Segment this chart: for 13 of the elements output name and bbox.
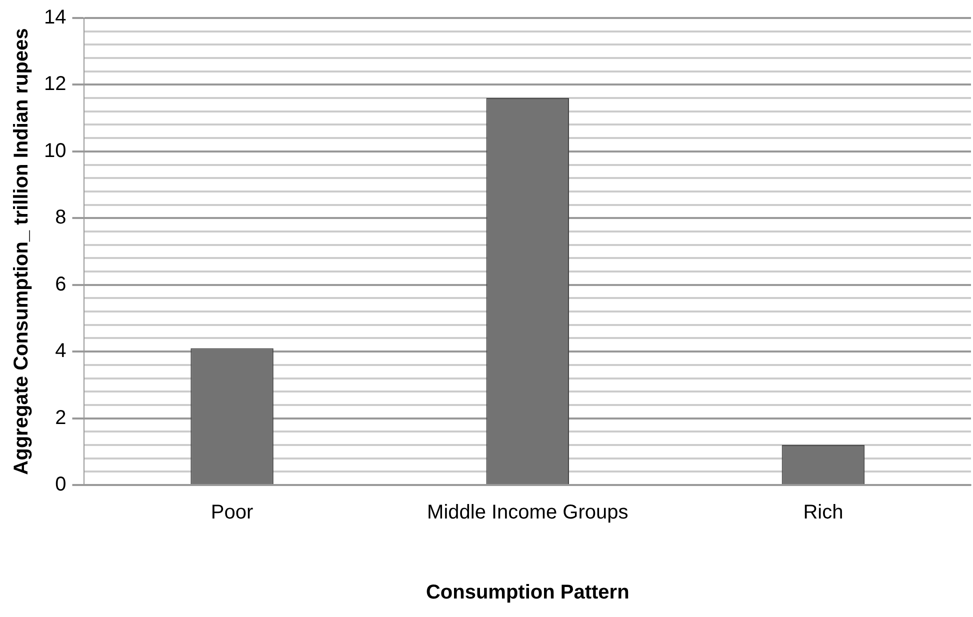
y-tick-label: 14 <box>44 6 66 29</box>
x-axis-title: Consumption Pattern <box>426 582 630 604</box>
y-tick-label: 6 <box>55 273 66 296</box>
x-tick-label: Middle Income Groups <box>427 502 628 524</box>
y-tick-label: 0 <box>55 474 66 496</box>
y-tick-label: 8 <box>55 206 66 229</box>
y-axis-title: Aggregate Consumption_ trillion Indian rupees <box>10 28 33 475</box>
y-tick-label: 10 <box>44 140 66 162</box>
y-tick-label: 4 <box>55 340 66 362</box>
x-tick-label: Rich <box>803 502 844 524</box>
y-tick-label: 12 <box>44 73 66 96</box>
x-tick-label: Poor <box>210 502 254 524</box>
y-tick-label: 2 <box>55 406 66 429</box>
